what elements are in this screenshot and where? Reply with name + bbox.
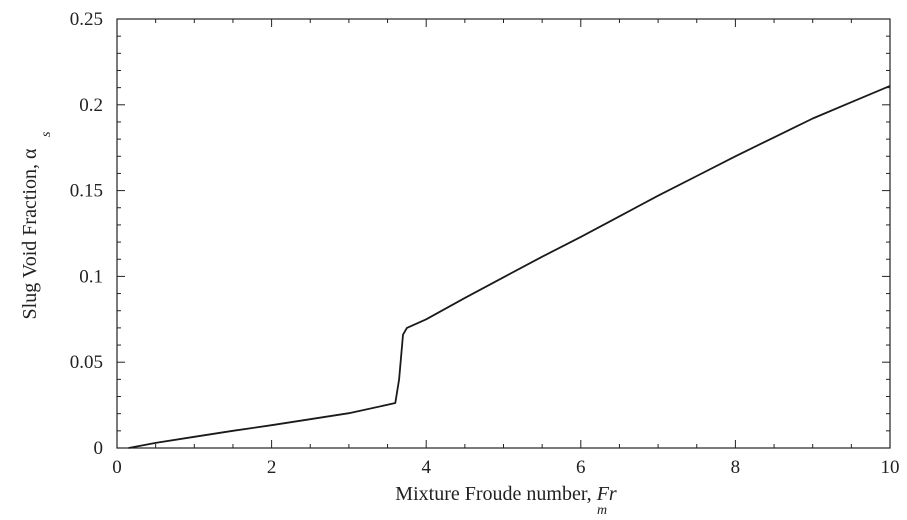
y-tick-label: 0.2 (79, 95, 103, 116)
x-axis-title-subscript: m (597, 503, 607, 518)
x-axis-title-text: Mixture Froude number, (395, 483, 596, 505)
y-axis-title: Slug Void Fraction, α (19, 148, 41, 319)
y-tick-label: 0.15 (70, 181, 103, 202)
y-axis-title-symbol: α (19, 148, 41, 159)
y-axis-title-text: Slug Void Fraction, (19, 159, 41, 319)
y-tick-label: 0.25 (70, 9, 103, 30)
x-axis-title: Mixture Froude number, Fr (395, 483, 617, 505)
y-tick-labels: 0 0.05 0.1 0.15 0.2 0.25 (70, 9, 103, 459)
y-tick-label: 0 (94, 438, 104, 459)
x-tick-label: 2 (267, 457, 277, 478)
series-line (128, 85, 891, 449)
y-tick-label: 0.05 (70, 352, 103, 373)
x-tick-labels: 0 2 4 6 8 10 (112, 457, 899, 478)
x-tick-label: 8 (731, 457, 741, 478)
x-axis-title-symbol: Fr (596, 483, 617, 505)
x-tick-label: 0 (112, 457, 122, 478)
axis-ticks (116, 18, 891, 449)
x-tick-label: 10 (881, 457, 900, 478)
y-axis-title-subscript: s (39, 131, 54, 137)
x-tick-label: 6 (576, 457, 586, 478)
x-tick-label: 4 (421, 457, 431, 478)
plot-frame (116, 18, 891, 449)
y-tick-label: 0.1 (79, 266, 103, 287)
